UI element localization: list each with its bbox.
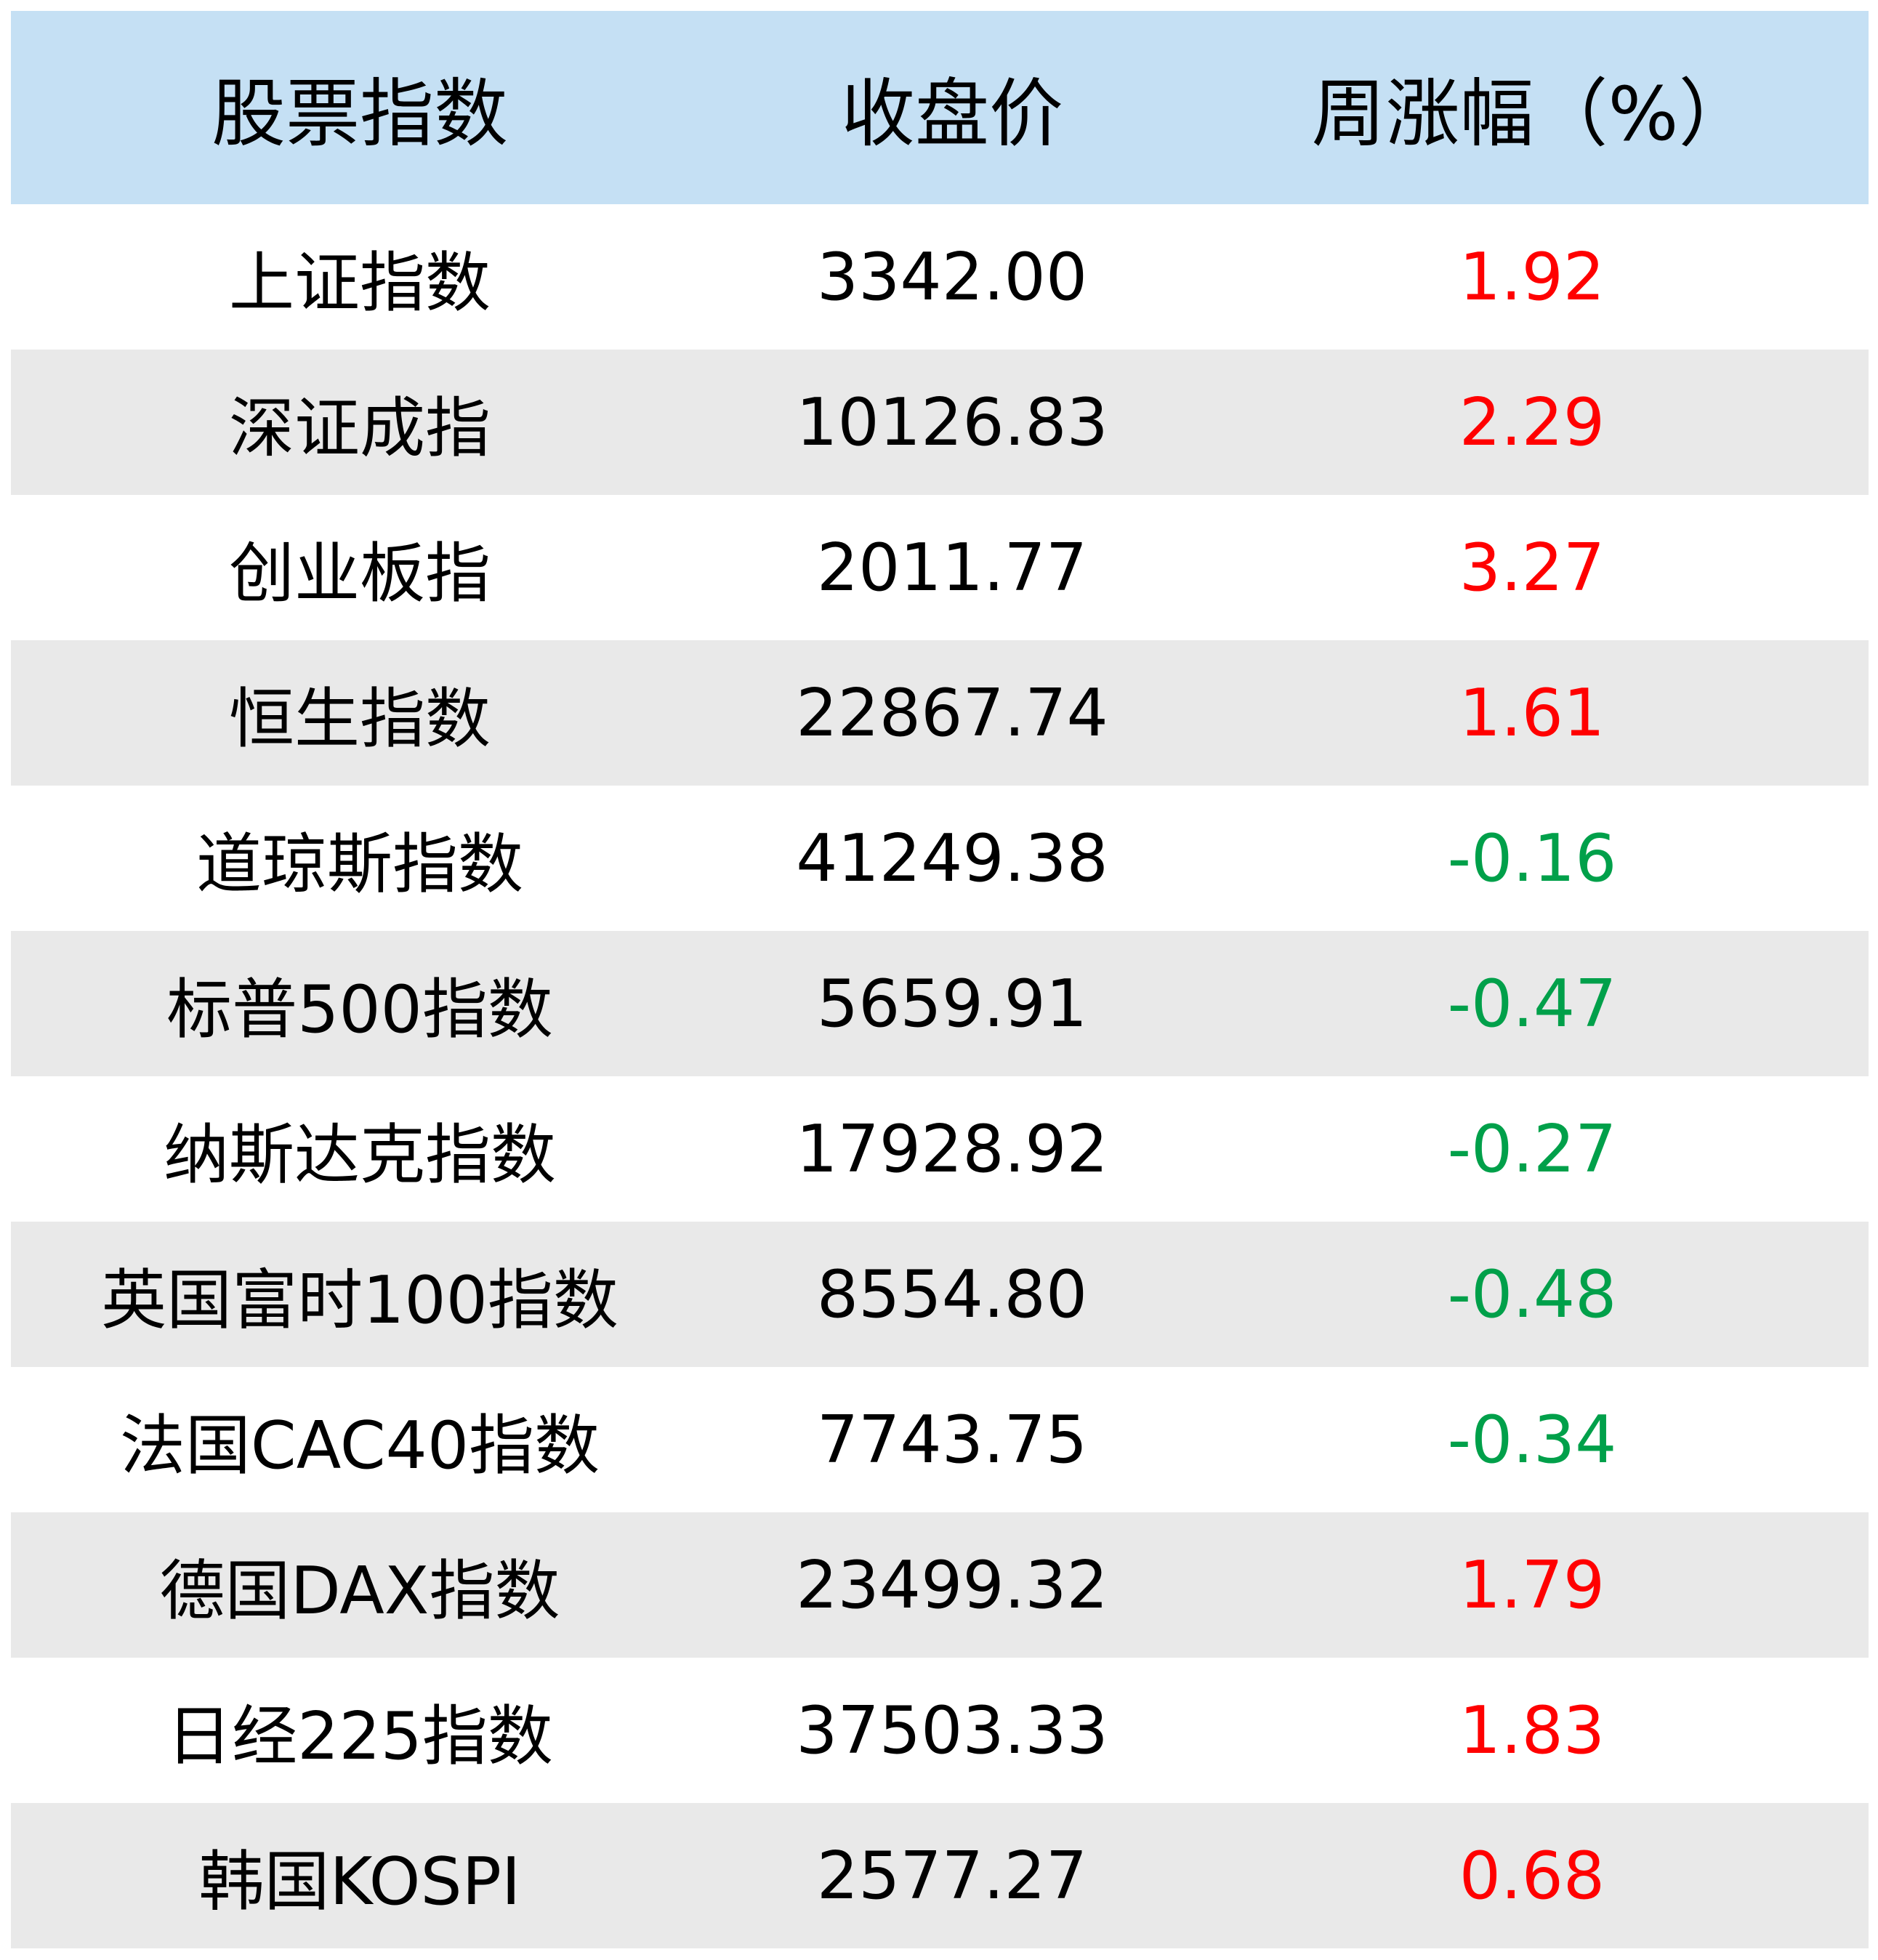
table-row: 上证指数 3342.00 1.92 xyxy=(11,204,1869,350)
weekly-change: -0.48 xyxy=(1447,1256,1617,1333)
weekly-change: 1.83 xyxy=(1459,1692,1605,1769)
header-close-price: 收盘价 xyxy=(841,70,1063,158)
weekly-change: 3.27 xyxy=(1459,529,1605,606)
index-name: 纳斯达克指数 xyxy=(164,1117,556,1193)
close-price: 22867.74 xyxy=(796,674,1108,751)
table-row: 道琼斯指数 41249.38 -0.16 xyxy=(11,786,1869,931)
index-name: 德国DAX指数 xyxy=(159,1553,560,1629)
close-price: 17928.92 xyxy=(796,1110,1108,1187)
weekly-change: -0.47 xyxy=(1447,965,1617,1042)
close-price: 2577.27 xyxy=(816,1837,1088,1914)
table-header-row: 股票指数 收盘价 周涨幅（%） xyxy=(11,11,1869,204)
table-row: 法国CAC40指数 7743.75 -0.34 xyxy=(11,1367,1869,1512)
close-price: 7743.75 xyxy=(816,1401,1088,1478)
table-row: 日经225指数 37503.33 1.83 xyxy=(11,1658,1869,1803)
close-price: 3342.00 xyxy=(816,238,1088,315)
index-name: 标普500指数 xyxy=(166,972,553,1048)
close-price: 8554.80 xyxy=(816,1256,1088,1333)
index-name: 英国富时100指数 xyxy=(101,1262,618,1339)
close-price: 5659.91 xyxy=(816,965,1088,1042)
table-row: 韩国KOSPI 2577.27 0.68 xyxy=(11,1803,1869,1948)
weekly-change: 2.29 xyxy=(1459,384,1605,461)
header-index-name: 股票指数 xyxy=(211,70,508,158)
close-price: 23499.32 xyxy=(796,1546,1108,1624)
index-table: 股票指数 收盘价 周涨幅（%） 上证指数 3342.00 1.92 深证成指 1… xyxy=(11,11,1869,1948)
index-name: 日经225指数 xyxy=(166,1698,553,1775)
close-price: 41249.38 xyxy=(796,820,1108,897)
weekly-change: -0.34 xyxy=(1447,1401,1617,1478)
index-name: 上证指数 xyxy=(229,245,491,321)
table-row: 英国富时100指数 8554.80 -0.48 xyxy=(11,1222,1869,1367)
index-name: 法国CAC40指数 xyxy=(119,1408,600,1484)
table-row: 创业板指 2011.77 3.27 xyxy=(11,495,1869,640)
table-row: 纳斯达克指数 17928.92 -0.27 xyxy=(11,1076,1869,1222)
weekly-change: -0.27 xyxy=(1447,1110,1617,1187)
table-row: 深证成指 10126.83 2.29 xyxy=(11,350,1869,495)
table-row: 恒生指数 22867.74 1.61 xyxy=(11,640,1869,786)
index-name: 恒生指数 xyxy=(229,681,491,757)
close-price: 37503.33 xyxy=(796,1692,1108,1769)
close-price: 2011.77 xyxy=(816,529,1088,606)
weekly-change: -0.16 xyxy=(1447,820,1617,897)
header-weekly-change: 周涨幅（%） xyxy=(1311,70,1753,158)
index-name: 创业板指 xyxy=(229,536,491,612)
weekly-change: 0.68 xyxy=(1459,1837,1605,1914)
index-name: 道琼斯指数 xyxy=(196,826,523,903)
weekly-change: 1.92 xyxy=(1459,238,1605,315)
weekly-change: 1.79 xyxy=(1459,1546,1605,1624)
table-row: 标普500指数 5659.91 -0.47 xyxy=(11,931,1869,1076)
index-name: 深证成指 xyxy=(229,390,491,467)
index-name: 韩国KOSPI xyxy=(198,1844,521,1920)
weekly-change: 1.61 xyxy=(1459,674,1605,751)
close-price: 10126.83 xyxy=(796,384,1108,461)
table-row: 德国DAX指数 23499.32 1.79 xyxy=(11,1512,1869,1658)
